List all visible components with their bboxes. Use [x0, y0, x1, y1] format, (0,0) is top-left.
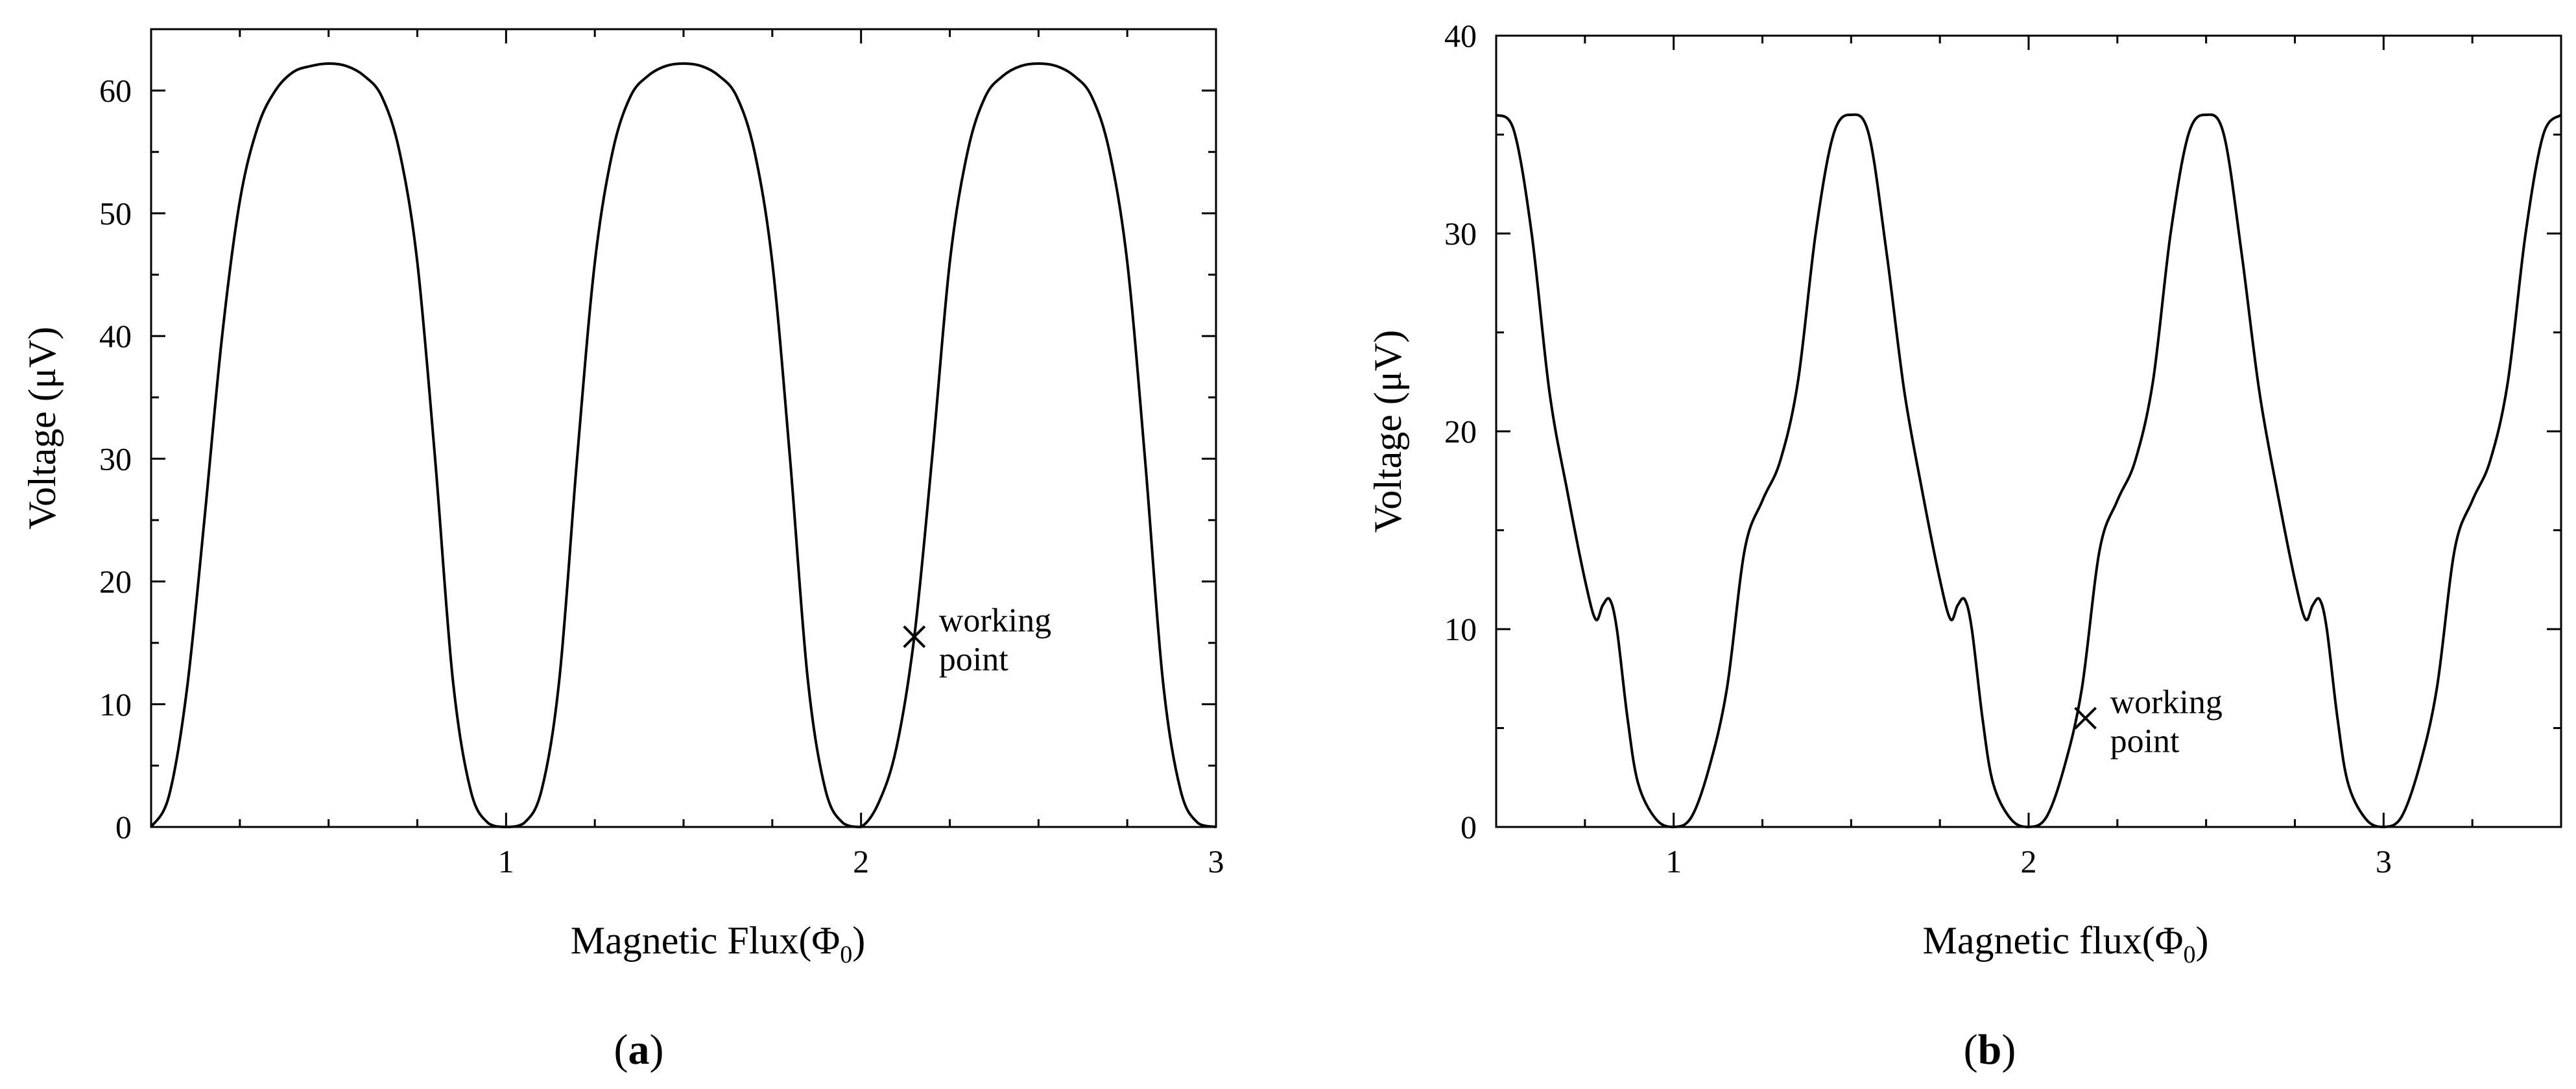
x-tick-label: 2 [2021, 843, 2037, 880]
y-tick-label: 50 [99, 195, 132, 232]
annotation-label-a-line2: point [939, 641, 1008, 678]
series-line-a [150, 62, 1217, 829]
x-axis-label-b: Magnetic flux(Φ0) [1922, 919, 2208, 968]
y-tick-label: 40 [1444, 18, 1477, 54]
y-tick-label: 0 [115, 809, 132, 845]
working-point-marker-b [2074, 706, 2097, 730]
x-ticks-b: 1 2 3 [1495, 36, 2562, 880]
x-axis-label-a-main: Magnetic Flux(Φ [571, 919, 840, 962]
y-tick-label: 30 [1444, 215, 1477, 252]
y-tick-label: 10 [1444, 611, 1477, 647]
y-axis-label-b: Voltage (μV) [1366, 330, 1409, 533]
plot-frame-a [150, 28, 1217, 828]
working-point-cross-stroke [903, 625, 926, 649]
x-axis-label-a-sub: 0 [840, 941, 852, 968]
y-tick-label: 20 [99, 564, 132, 600]
y-tick-label: 0 [1461, 809, 1477, 845]
x-tick-label: 1 [1665, 843, 1682, 880]
x-axis-label-b-sub: 0 [2184, 941, 2196, 968]
y-ticks-a: 0 10 20 30 40 50 60 [99, 28, 1216, 845]
x-tick-label: 1 [498, 843, 514, 880]
x-tick-label: 3 [2376, 843, 2392, 880]
x-axis-label-b-end: ) [2196, 919, 2209, 962]
chart-panel-b: 0 10 20 30 40 1 2 3 working point Voltage (μV)… [1366, 18, 2562, 1073]
annotation-label-a-line1: working [939, 603, 1051, 640]
panel-letter-b: b [1978, 1026, 2002, 1073]
x-ticks-a: 1 2 3 [150, 29, 1224, 880]
x-axis-label-a: Magnetic Flux(Φ0) [571, 919, 865, 968]
panel-label-b: (b) [1964, 1026, 2016, 1073]
y-ticks-b: 0 10 20 30 40 [1444, 18, 2561, 845]
panel-letter-a: a [628, 1026, 650, 1073]
panel-label-a: (a) [614, 1026, 664, 1073]
y-axis-label-a: Voltage (μV) [21, 327, 64, 530]
annotation-label-b-line2: point [2110, 723, 2180, 760]
y-tick-label: 20 [1444, 413, 1477, 449]
y-tick-label: 30 [99, 440, 132, 477]
x-tick-label: 3 [1208, 843, 1224, 880]
x-axis-label-a-end: ) [852, 919, 865, 962]
y-tick-label: 10 [99, 686, 132, 723]
plot-frame-b [1495, 34, 2562, 828]
x-axis-label-b-main: Magnetic flux(Φ [1922, 919, 2183, 962]
chart-panel-a: 0 10 20 30 40 50 60 1 2 3 working point Voltage … [21, 28, 1224, 1073]
working-point-cross-stroke [2074, 706, 2097, 730]
x-tick-label: 2 [853, 843, 869, 880]
y-tick-label: 40 [99, 318, 132, 354]
working-point-marker-a [903, 625, 926, 649]
series-line-b [1495, 113, 2562, 829]
annotation-label-b-line1: working [2110, 684, 2223, 721]
y-tick-label: 60 [99, 73, 132, 109]
